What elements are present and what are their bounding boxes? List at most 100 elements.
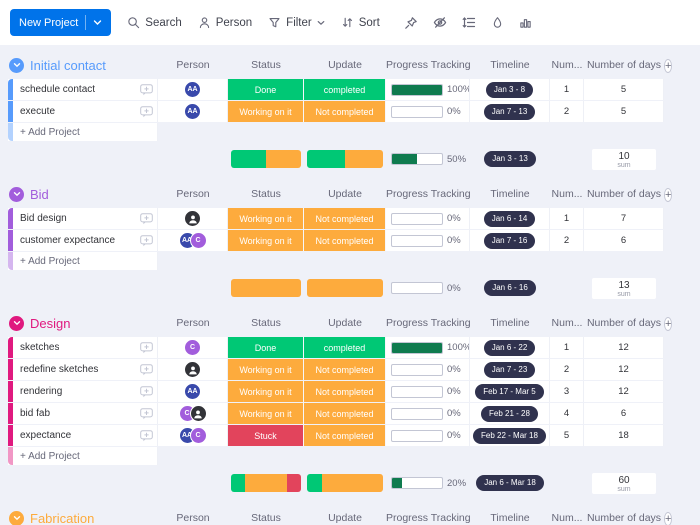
num-cell[interactable]: 2 (550, 230, 584, 251)
person-cell[interactable] (158, 359, 228, 380)
add-conversation-icon[interactable] (140, 341, 153, 354)
column-header-num[interactable]: Num... (551, 512, 583, 524)
update-cell[interactable]: completed (304, 79, 386, 100)
num-cell[interactable]: 4 (550, 403, 584, 424)
person-cell[interactable]: AA (158, 101, 228, 122)
column-header-status[interactable]: Status (251, 512, 281, 524)
num-cell[interactable]: 5 (550, 425, 584, 446)
progress-cell[interactable]: 0% (386, 230, 470, 251)
num-cell[interactable]: 3 (550, 381, 584, 402)
group-title[interactable]: Initial contact (30, 57, 106, 73)
column-header-progress[interactable]: Progress Tracking (386, 59, 470, 71)
task-cell[interactable]: sketches (8, 337, 158, 358)
column-header-update[interactable]: Update (328, 59, 362, 71)
update-cell[interactable]: Not completed (304, 208, 386, 229)
status-cell[interactable]: Working on it (228, 403, 304, 424)
column-header-num[interactable]: Num... (551, 317, 583, 329)
person-filter-button[interactable]: Person (198, 16, 252, 29)
column-header-person[interactable]: Person (176, 188, 210, 200)
new-project-button[interactable]: New Project (10, 9, 112, 36)
num-cell[interactable]: 2 (550, 359, 584, 380)
add-project-button[interactable]: + Add Project (20, 255, 80, 267)
chart-icon[interactable] (519, 16, 532, 29)
column-header-days[interactable]: Number of days (586, 188, 662, 200)
task-cell[interactable]: Bid design (8, 208, 158, 229)
days-cell[interactable]: 7 (584, 208, 664, 229)
add-column-button[interactable]: + (664, 59, 673, 73)
update-cell[interactable]: Not completed (304, 381, 386, 402)
person-cell[interactable]: AA (158, 79, 228, 100)
column-header-status[interactable]: Status (251, 188, 281, 200)
update-cell[interactable]: Not completed (304, 230, 386, 251)
color-icon[interactable] (491, 16, 504, 29)
timeline-cell[interactable]: Jan 7 - 16 (470, 230, 550, 251)
column-header-progress[interactable]: Progress Tracking (386, 512, 470, 524)
group-title[interactable]: Bid (30, 186, 49, 202)
timeline-cell[interactable]: Feb 22 - Mar 18 (470, 425, 550, 446)
update-cell[interactable]: Not completed (304, 425, 386, 446)
days-cell[interactable]: 18 (584, 425, 664, 446)
days-cell[interactable]: 5 (584, 79, 664, 100)
person-cell[interactable] (158, 208, 228, 229)
column-header-progress[interactable]: Progress Tracking (386, 188, 470, 200)
add-column-button[interactable]: + (664, 188, 673, 202)
column-header-person[interactable]: Person (176, 317, 210, 329)
add-conversation-icon[interactable] (140, 212, 153, 225)
timeline-cell[interactable]: Jan 3 - 8 (470, 79, 550, 100)
column-header-days[interactable]: Number of days (586, 317, 662, 329)
add-conversation-icon[interactable] (140, 407, 153, 420)
timeline-cell[interactable]: Jan 7 - 13 (470, 101, 550, 122)
column-header-person[interactable]: Person (176, 59, 210, 71)
column-header-timeline[interactable]: Timeline (490, 317, 530, 329)
num-cell[interactable]: 1 (550, 79, 584, 100)
update-cell[interactable]: Not completed (304, 359, 386, 380)
task-cell[interactable]: schedule contact (8, 79, 158, 100)
task-cell[interactable]: expectance (8, 425, 158, 446)
column-header-person[interactable]: Person (176, 512, 210, 524)
add-conversation-icon[interactable] (140, 385, 153, 398)
search-button[interactable]: Search (127, 16, 182, 29)
add-conversation-icon[interactable] (140, 363, 153, 376)
sort-button[interactable]: Sort (341, 16, 380, 29)
add-project-button[interactable]: + Add Project (20, 126, 80, 138)
task-cell[interactable]: bid fab (8, 403, 158, 424)
days-cell[interactable]: 12 (584, 381, 664, 402)
status-cell[interactable]: Working on it (228, 230, 304, 251)
progress-cell[interactable]: 0% (386, 425, 470, 446)
add-column-button[interactable]: + (664, 512, 673, 525)
column-header-update[interactable]: Update (328, 512, 362, 524)
days-cell[interactable]: 12 (584, 359, 664, 380)
item-height-icon[interactable] (462, 16, 476, 29)
column-header-status[interactable]: Status (251, 59, 281, 71)
collapse-group-icon[interactable] (9, 510, 24, 525)
timeline-cell[interactable]: Jan 6 - 22 (470, 337, 550, 358)
days-cell[interactable]: 6 (584, 403, 664, 424)
collapse-group-icon[interactable] (9, 315, 24, 331)
column-header-update[interactable]: Update (328, 317, 362, 329)
collapse-group-icon[interactable] (9, 57, 24, 73)
progress-cell[interactable]: 0% (386, 359, 470, 380)
add-conversation-icon[interactable] (140, 429, 153, 442)
timeline-cell[interactable]: Jan 6 - 14 (470, 208, 550, 229)
column-header-num[interactable]: Num... (551, 59, 583, 71)
days-cell[interactable]: 5 (584, 101, 664, 122)
add-project-button[interactable]: + Add Project (20, 450, 80, 462)
progress-cell[interactable]: 0% (386, 101, 470, 122)
column-header-update[interactable]: Update (328, 188, 362, 200)
column-header-num[interactable]: Num... (551, 188, 583, 200)
hide-icon[interactable] (433, 16, 447, 29)
task-cell[interactable]: redefine sketches (8, 359, 158, 380)
column-header-timeline[interactable]: Timeline (490, 188, 530, 200)
add-column-button[interactable]: + (664, 317, 673, 331)
timeline-cell[interactable]: Jan 7 - 23 (470, 359, 550, 380)
add-project-cell[interactable]: + Add Project (8, 252, 158, 270)
group-title[interactable]: Fabrication (30, 510, 95, 525)
timeline-cell[interactable]: Feb 17 - Mar 5 (470, 381, 550, 402)
person-cell[interactable]: AA C (158, 230, 228, 251)
status-cell[interactable]: Working on it (228, 101, 304, 122)
timeline-cell[interactable]: Feb 21 - 28 (470, 403, 550, 424)
progress-cell[interactable]: 100% (386, 79, 470, 100)
person-cell[interactable]: C (158, 403, 228, 424)
add-project-cell[interactable]: + Add Project (8, 123, 158, 141)
progress-cell[interactable]: 100% (386, 337, 470, 358)
